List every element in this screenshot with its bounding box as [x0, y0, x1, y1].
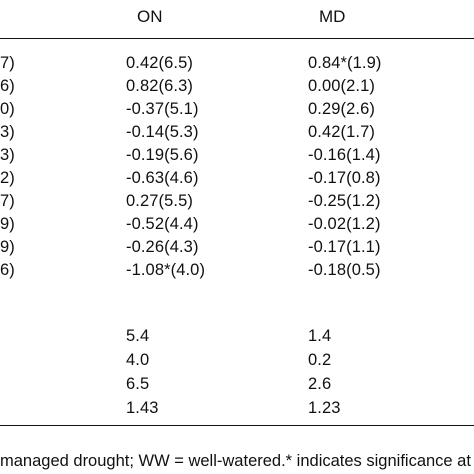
row-label-fragment: 6)	[0, 77, 15, 95]
cell-md: 0.84*(1.9)	[308, 54, 382, 72]
summary-md: 1.4	[308, 327, 332, 345]
bottom-rule	[0, 425, 474, 426]
header-md: MD	[319, 7, 346, 26]
cell-on: -0.52(4.4)	[126, 215, 199, 233]
row-label-fragment: 7)	[0, 192, 15, 210]
row-label-fragment: 9)	[0, 215, 15, 233]
cell-md: 0.29(2.6)	[308, 100, 375, 118]
summary-on: 5.4	[126, 327, 150, 345]
summary-md: 1.23	[308, 399, 341, 417]
cell-on: -1.08*(4.0)	[126, 261, 206, 279]
row-label-fragment: 3)	[0, 123, 15, 141]
cell-md: -0.16(1.4)	[308, 146, 381, 164]
cell-on: 0.82(6.3)	[126, 77, 193, 95]
row-label-fragment: 6)	[0, 261, 15, 279]
cell-md: -0.25(1.2)	[308, 192, 381, 210]
cell-md: -0.18(0.5)	[308, 261, 381, 279]
summary-md: 2.6	[308, 375, 332, 393]
table-footnote: managed drought; WW = well-watered.* ind…	[0, 452, 471, 470]
summary-on: 1.43	[126, 399, 159, 417]
row-label-fragment: 9)	[0, 238, 15, 256]
summary-on: 4.0	[126, 351, 150, 369]
row-label-fragment: 7)	[0, 54, 15, 72]
row-label-fragment: 2)	[0, 169, 15, 187]
row-label-fragment: 0)	[0, 100, 15, 118]
cell-on: -0.26(4.3)	[126, 238, 199, 256]
summary-on: 6.5	[126, 375, 150, 393]
cell-on: -0.14(5.3)	[126, 123, 199, 141]
summary-md: 0.2	[308, 351, 332, 369]
cell-md: -0.17(0.8)	[308, 169, 381, 187]
cell-md: 0.00(2.1)	[308, 77, 375, 95]
cell-on: -0.37(5.1)	[126, 100, 199, 118]
cell-on: 0.42(6.5)	[126, 54, 193, 72]
cell-on: -0.63(4.6)	[126, 169, 199, 187]
header-on: ON	[137, 7, 163, 26]
row-label-fragment: 3)	[0, 146, 15, 164]
cell-md: 0.42(1.7)	[308, 123, 375, 141]
cell-on: 0.27(5.5)	[126, 192, 193, 210]
cell-on: -0.19(5.6)	[126, 146, 199, 164]
header-rule	[0, 38, 474, 39]
cell-md: -0.02(1.2)	[308, 215, 381, 233]
cell-md: -0.17(1.1)	[308, 238, 381, 256]
